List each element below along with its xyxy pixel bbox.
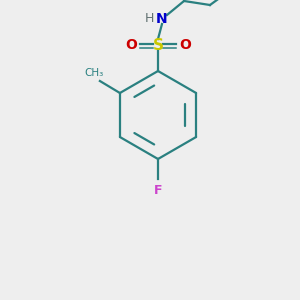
Text: F: F [154,184,162,197]
Text: S: S [152,38,164,52]
Text: N: N [156,12,168,26]
Text: O: O [179,38,191,52]
Text: O: O [125,38,137,52]
Text: H: H [144,11,154,25]
Text: CH₃: CH₃ [84,68,104,78]
